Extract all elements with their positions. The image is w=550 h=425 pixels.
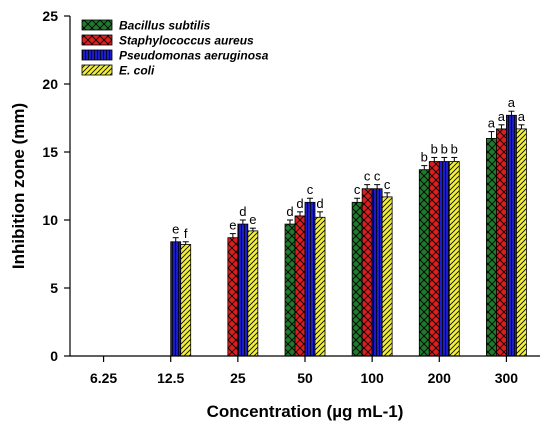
bar-bacillus-subtilis-100	[351, 201, 363, 357]
y-tick-label: 20	[42, 76, 58, 92]
significance-letter: d	[286, 204, 293, 219]
error-bar	[441, 156, 448, 162]
bar-bacillus-subtilis-50	[284, 223, 296, 357]
error-bar	[384, 192, 391, 197]
bar-e-coli-300	[516, 128, 527, 357]
bar-bacillus-subtilis-300	[486, 137, 497, 357]
x-tick-label: 50	[297, 370, 313, 386]
bar-bacillus-subtilis-200	[418, 169, 430, 357]
error-bar	[508, 110, 515, 116]
y-tick-label: 5	[50, 280, 58, 296]
significance-letter: d	[296, 196, 303, 211]
y-axis-title: Inhibition zone (mm)	[9, 103, 28, 269]
significance-letter: b	[431, 141, 438, 156]
significance-letter: a	[488, 116, 496, 131]
x-tick-label: 6.25	[90, 370, 117, 386]
legend-item-e-coli: E. coli	[81, 64, 155, 78]
bar-e-coli-50	[314, 216, 326, 357]
bar-staphylococcus-aureus-25	[227, 237, 239, 357]
legend-item-staphylococcus-aureus: Staphylococcus aureus	[81, 34, 254, 48]
y-tick-label: 15	[42, 144, 58, 160]
bar-pseudomonas-aeruginosa-300	[506, 114, 517, 357]
error-bar	[307, 197, 313, 203]
legend-label: E. coli	[119, 64, 155, 78]
bar-pseudomonas-aeruginosa-12.5	[170, 241, 182, 357]
x-tick-label: 200	[428, 370, 452, 386]
error-bar	[239, 219, 246, 225]
bar-pseudomonas-aeruginosa-50	[304, 201, 316, 357]
significance-letter: c	[374, 169, 381, 184]
significance-letter: d	[316, 196, 323, 211]
bar-e-coli-12.5	[180, 244, 192, 357]
error-bar	[431, 156, 438, 162]
significance-letter: e	[229, 218, 236, 233]
error-bar	[498, 124, 505, 129]
axes: 0 5 10 15 20 25 6.25 12.5 25 50 100 200 300	[42, 8, 540, 386]
significance-letter: f	[184, 226, 188, 241]
significance-letter: c	[354, 182, 361, 197]
error-bar	[317, 211, 323, 218]
error-bar	[364, 184, 371, 189]
significance-letter: a	[508, 95, 516, 110]
error-bar	[354, 197, 361, 203]
significance-letter: c	[364, 169, 371, 184]
x-tick-label: 12.5	[157, 370, 184, 386]
y-tick-label: 25	[42, 8, 58, 24]
bar-e-coli-100	[381, 196, 393, 357]
significance-letter: b	[441, 141, 448, 156]
x-axis-title: Concentration (µg mL-1)	[207, 402, 404, 421]
significance-letter: e	[249, 212, 256, 227]
significance-letter: a	[518, 109, 526, 124]
significance-letter: c	[307, 182, 314, 197]
significance-letter: c	[384, 177, 391, 192]
error-bar	[249, 227, 256, 231]
legend-label: Staphylococcus aureus	[119, 34, 254, 48]
significance-letter: d	[239, 204, 246, 219]
error-bar	[172, 237, 179, 242]
error-bar	[451, 156, 458, 162]
y-tick-label: 0	[50, 348, 58, 364]
bar-staphylococcus-aureus-300	[496, 128, 507, 357]
error-bar	[297, 211, 303, 216]
significance-letter: a	[498, 109, 506, 124]
significance-letter: b	[421, 150, 428, 165]
bar-staphylococcus-aureus-100	[361, 188, 373, 357]
legend-item-pseudomonas-aeruginosa: Pseudomonas aeruginosa	[81, 49, 269, 63]
significance-letter: b	[451, 141, 458, 156]
x-tick-label: 100	[360, 370, 384, 386]
significance-letter: e	[172, 222, 179, 237]
bar-pseudomonas-aeruginosa-200	[438, 161, 450, 357]
error-bar	[421, 165, 428, 170]
bar-e-coli-200	[448, 161, 460, 357]
bar-pseudomonas-aeruginosa-25	[237, 223, 249, 357]
x-tick-label: 300	[495, 370, 519, 386]
error-bar	[374, 184, 381, 189]
error-bar	[518, 124, 525, 129]
error-bar	[182, 241, 189, 245]
x-tick-label: 25	[230, 370, 246, 386]
legend-label: Pseudomonas aeruginosa	[119, 49, 269, 63]
error-bar	[229, 233, 236, 238]
bar-staphylococcus-aureus-200	[428, 161, 440, 357]
bar-staphylococcus-aureus-50	[294, 215, 306, 357]
legend-label: Bacillus subtilis	[119, 19, 211, 33]
error-bar	[488, 131, 495, 139]
bar-e-coli-25	[247, 230, 259, 357]
y-tick-label: 10	[42, 212, 58, 228]
error-bar	[287, 219, 293, 225]
legend-item-bacillus-subtilis: Bacillus subtilis	[81, 19, 211, 33]
bar-pseudomonas-aeruginosa-100	[371, 188, 383, 357]
